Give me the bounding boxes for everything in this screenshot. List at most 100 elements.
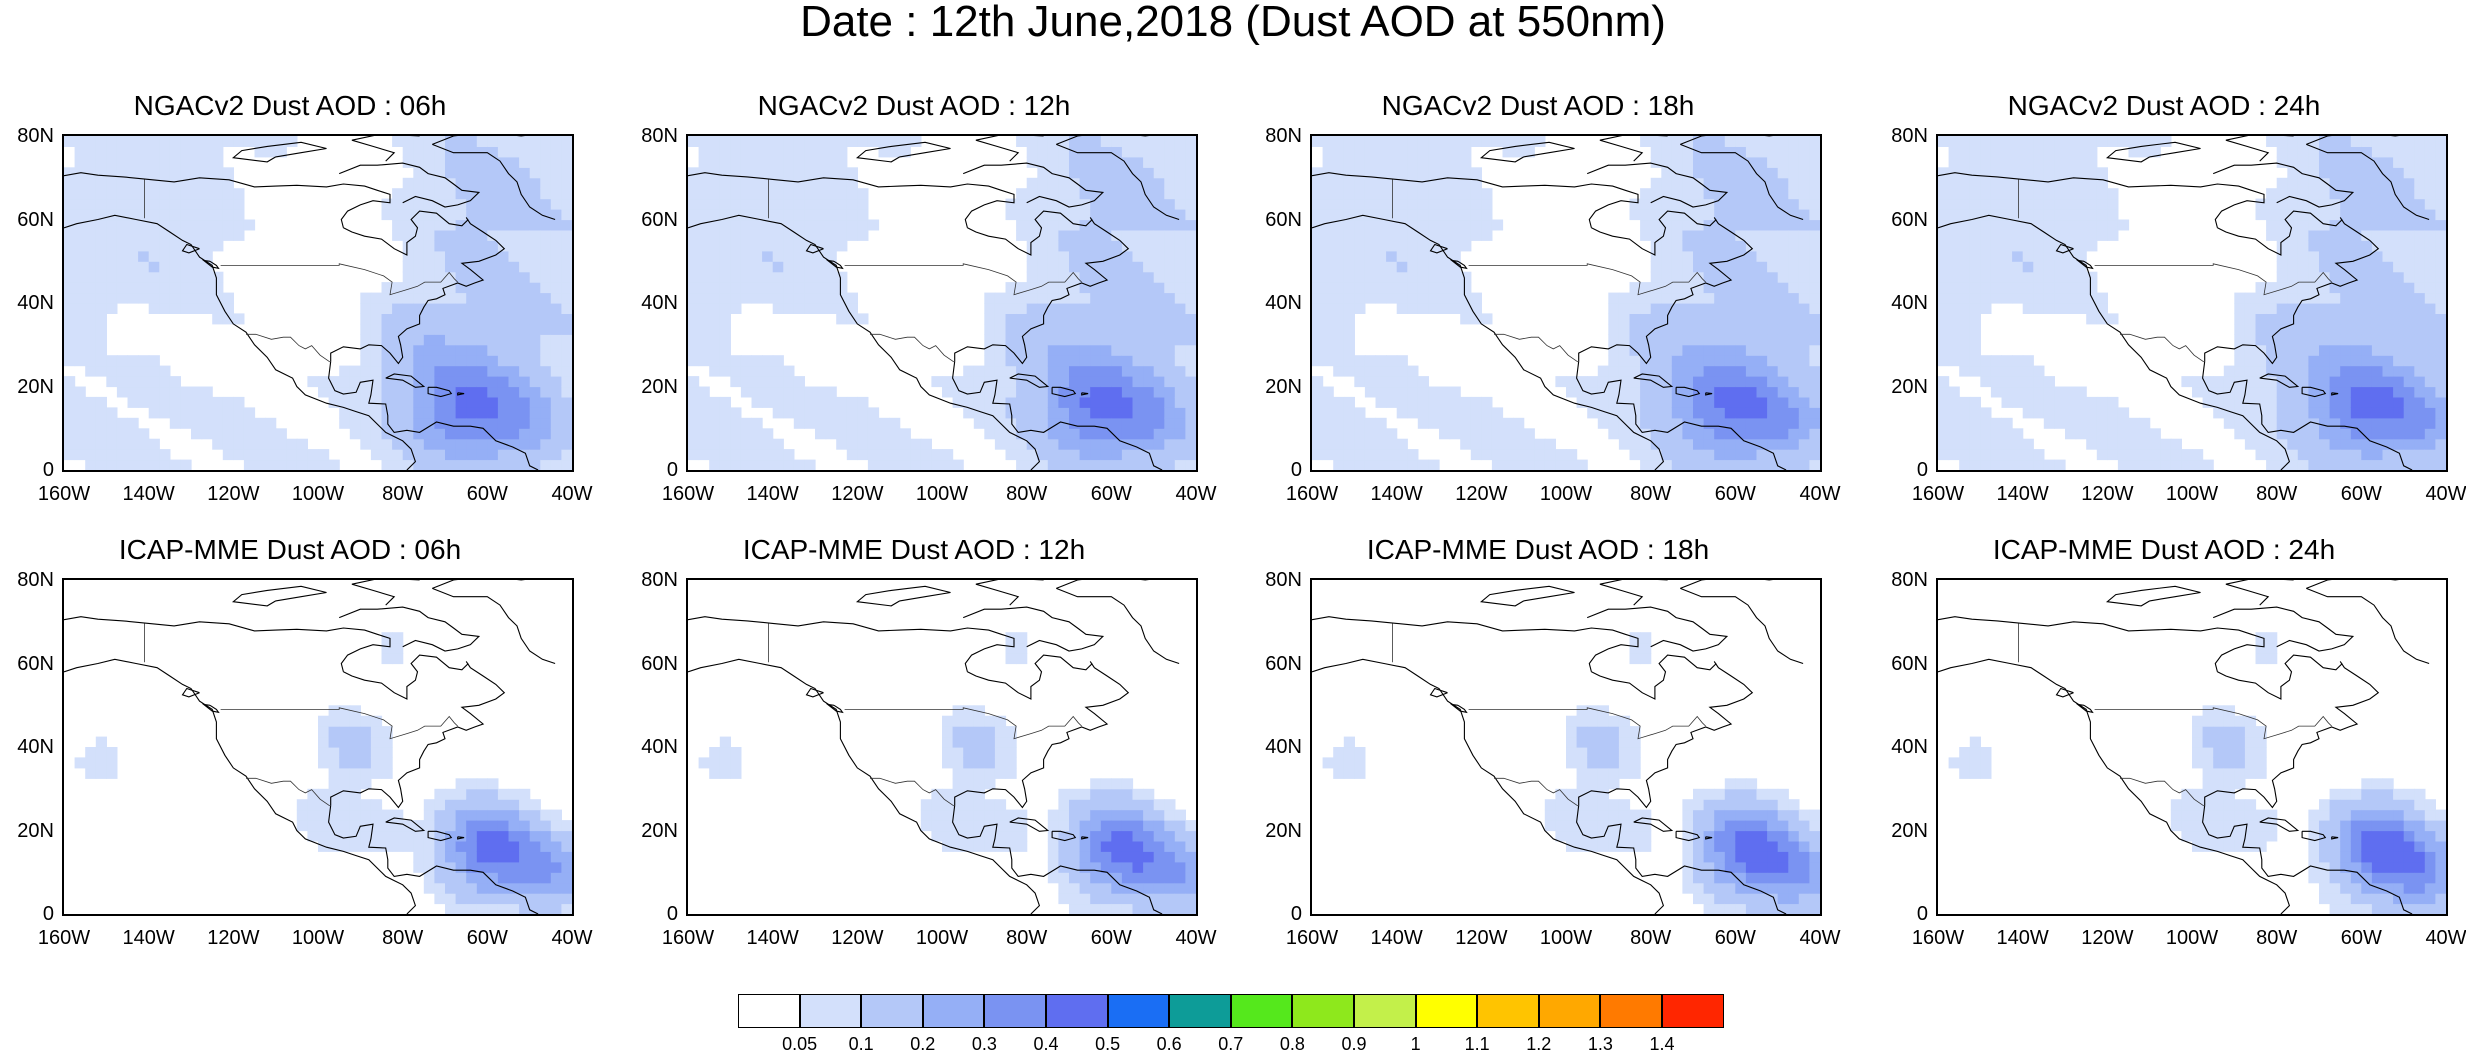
aod-cell [1756, 313, 1768, 325]
aod-cell [1470, 229, 1482, 241]
aod-cell [1121, 851, 1134, 863]
aod-cell [1555, 459, 1567, 470]
aod-cell [180, 292, 192, 304]
aod-cell [867, 459, 880, 470]
aod-cell [1185, 376, 1196, 388]
aod-cell [1417, 240, 1429, 252]
aod-cell [1576, 459, 1588, 470]
aod-cell [1090, 459, 1102, 470]
aod-cell [762, 188, 774, 200]
aod-cell [751, 396, 763, 408]
aod-cell [497, 229, 510, 241]
aod-cell [413, 136, 425, 147]
aod-cell [2435, 365, 2446, 377]
aod-cell [2297, 198, 2309, 210]
aod-cell [719, 334, 731, 346]
aod-cell [508, 334, 520, 346]
aod-cell [392, 355, 404, 367]
aod-cell [772, 250, 784, 262]
aod-cell [180, 271, 192, 283]
aod-cell [529, 449, 541, 461]
aod-cell [1481, 188, 1493, 200]
aod-cell [1948, 449, 1960, 461]
aod-cell [402, 303, 414, 314]
aod-cell [719, 396, 731, 408]
aod-cell [1745, 449, 1758, 461]
aod-cell [497, 209, 510, 221]
aod-cell [2276, 177, 2288, 189]
lon-tick-label: 100W [915, 483, 969, 505]
aod-cell [1745, 323, 1758, 335]
aod-cell [402, 830, 414, 842]
aod-cell [1153, 376, 1165, 388]
aod-cell [698, 146, 710, 158]
aod-cell [1407, 407, 1419, 419]
aod-cell [339, 799, 351, 811]
aod-cell [392, 820, 404, 832]
aod-cell [519, 209, 531, 221]
aod-cell [1671, 136, 1683, 147]
aod-cell [2065, 156, 2077, 168]
aod-cell [445, 240, 457, 252]
aod-cell [963, 809, 975, 821]
aod-cell [730, 747, 742, 758]
aod-cell [127, 261, 139, 273]
aod-cell [1980, 438, 1992, 450]
aod-cell [931, 830, 943, 842]
aod-cell [508, 830, 520, 842]
aod-cell [381, 376, 393, 388]
aod-cell [127, 365, 139, 377]
aod-cell [106, 167, 118, 179]
aod-cell [1121, 323, 1134, 335]
aod-cell [1756, 365, 1768, 377]
aod-cell [1555, 820, 1567, 832]
aod-cell [201, 282, 213, 294]
aod-cell [2308, 313, 2320, 325]
aod-cell [2393, 355, 2405, 367]
aod-cell [2329, 282, 2341, 294]
aod-cell [497, 313, 510, 325]
aod-cell [529, 840, 541, 852]
aod-cell [455, 417, 467, 429]
aod-cell [2361, 449, 2373, 461]
aod-cell [497, 396, 510, 408]
aod-cell [1724, 167, 1736, 179]
aod-cell [942, 376, 954, 388]
aod-cell [772, 386, 784, 398]
aod-cell [1990, 459, 2003, 470]
aod-cell [1777, 177, 1789, 189]
aod-cell [1375, 209, 1387, 221]
aod-cell [95, 396, 107, 408]
aod-cell [1767, 407, 1779, 419]
aod-cell [1650, 177, 1662, 189]
coastline [2217, 210, 2343, 256]
aod-cell [878, 417, 890, 429]
aod-cell [2033, 177, 2045, 189]
aod-cell [1100, 861, 1112, 873]
aod-cell [2382, 323, 2394, 335]
aod-cell [2424, 344, 2436, 356]
aod-cell [1058, 313, 1070, 325]
aod-cell [1143, 313, 1155, 325]
aod-cell [423, 313, 435, 325]
aod-cell [1777, 344, 1789, 356]
aod-cell [1703, 386, 1715, 398]
aod-cell [2192, 386, 2204, 398]
aod-cell [1959, 334, 1971, 346]
aod-cell [1767, 376, 1779, 388]
aod-cell [476, 438, 488, 450]
aod-cell [1938, 219, 1950, 231]
aod-cell [1026, 261, 1038, 273]
aod-cell [434, 240, 446, 252]
aod-cell [455, 167, 467, 179]
aod-cell [2107, 219, 2119, 231]
aod-cell [1938, 449, 1950, 461]
aod-cell [709, 757, 721, 769]
aod-cell [1788, 198, 1800, 210]
aod-cell [307, 449, 319, 461]
aod-cell [1629, 386, 1641, 398]
aod-cell [2319, 438, 2331, 450]
aod-cell [1100, 449, 1112, 461]
aod-cell [1164, 903, 1176, 914]
aod-cell [1682, 438, 1694, 450]
